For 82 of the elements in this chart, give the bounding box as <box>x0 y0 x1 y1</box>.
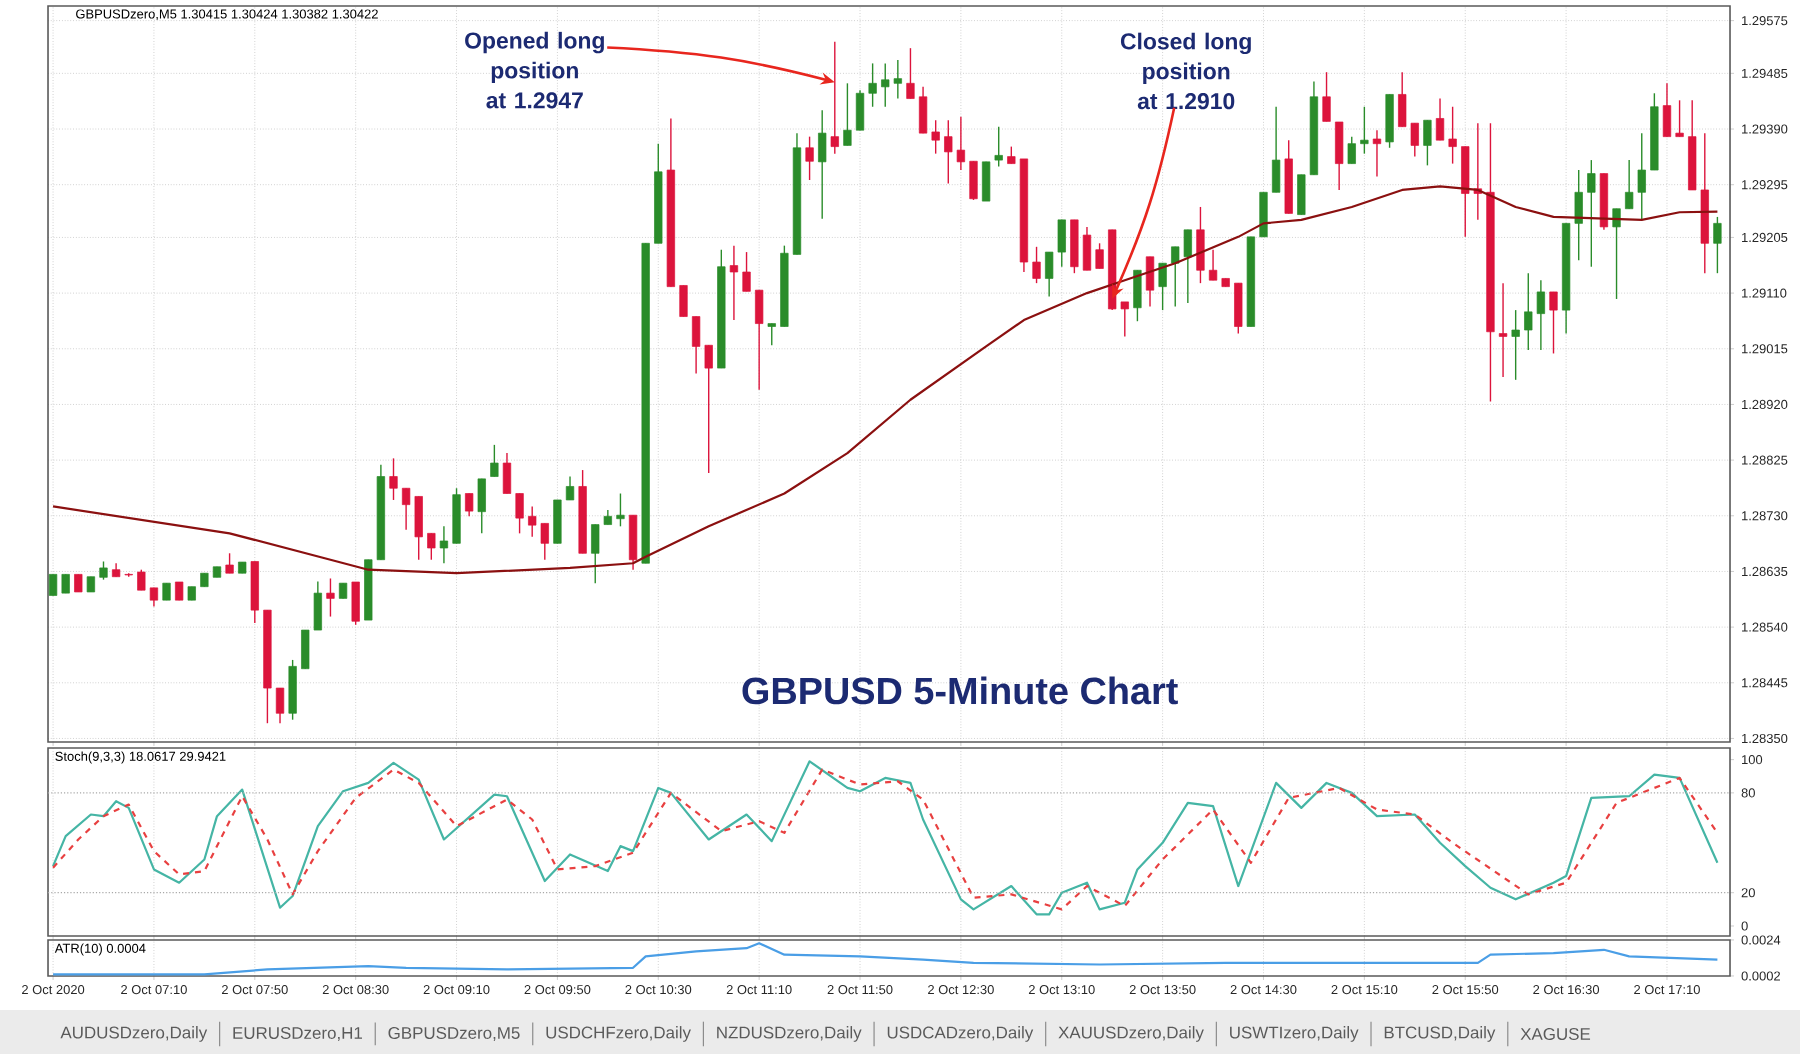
text: USWTIzero,Daily <box>1230 1026 1359 1042</box>
candlestick <box>1549 291 1558 355</box>
candlestick <box>1448 106 1457 165</box>
candlestick <box>1713 216 1722 274</box>
text: USDCHFzero,Daily <box>546 1026 691 1042</box>
candlestick <box>868 62 877 108</box>
candlestick <box>465 492 474 518</box>
candlestick <box>48 573 58 597</box>
candlestick <box>1082 226 1092 271</box>
candlestick <box>855 89 865 131</box>
text: AUDUSDzero,Daily <box>60 1026 208 1042</box>
candlestick <box>1423 119 1432 167</box>
candlestick <box>1675 99 1684 138</box>
candlestick <box>1070 219 1079 274</box>
candlestick <box>61 573 70 594</box>
candlestick <box>427 532 436 561</box>
text: GBPUSD 5-Minute Chart <box>742 676 1178 705</box>
candlestick <box>729 244 739 321</box>
candlestick <box>288 659 297 721</box>
candlestick <box>565 475 575 501</box>
candlestick <box>1360 106 1369 155</box>
candlestick <box>994 125 1003 168</box>
candlestick <box>906 47 915 100</box>
candlestick <box>1498 282 1508 378</box>
candlestick <box>502 452 512 495</box>
candlestick <box>616 492 625 528</box>
text: BTCUSD,Daily <box>1384 1026 1496 1042</box>
candlestick <box>439 525 449 564</box>
candlestick <box>175 581 184 601</box>
candlestick <box>1158 262 1167 311</box>
candlestick <box>225 552 234 574</box>
candlestick <box>553 499 562 545</box>
candlestick <box>818 109 827 220</box>
candlestick <box>1587 159 1596 268</box>
candlestick <box>1612 208 1621 300</box>
candlestick <box>969 160 978 201</box>
candlestick <box>1322 71 1331 123</box>
candlestick <box>1435 97 1445 141</box>
candlestick <box>1372 129 1382 178</box>
candlestick <box>99 560 108 581</box>
candlestick <box>1145 256 1155 308</box>
candlestick <box>628 514 638 571</box>
text: USDCADzero,Daily <box>887 1026 1034 1042</box>
candlestick <box>1662 82 1672 138</box>
candlestick <box>981 161 991 202</box>
candlestick <box>1133 269 1142 322</box>
candlestick <box>830 41 839 155</box>
candlestick <box>1347 135 1356 165</box>
candlestick <box>1335 121 1344 191</box>
candlestick <box>1385 93 1394 149</box>
candlestick <box>1095 242 1104 270</box>
candlestick <box>742 251 751 293</box>
candlestick <box>137 568 146 591</box>
candlestick <box>1208 249 1218 281</box>
candlestick <box>1196 206 1205 284</box>
candlestick <box>351 581 360 626</box>
text: EURUSDzero,H1 <box>233 1026 362 1041</box>
text: NZDUSDzero,Daily <box>717 1026 862 1042</box>
candlestick <box>767 322 776 346</box>
candlestick <box>326 577 335 618</box>
annotation: Opened long position at 1.2947 <box>465 31 604 109</box>
text: XAGUSE <box>1520 1027 1591 1040</box>
candlestick <box>515 492 524 535</box>
candlestick <box>805 135 814 181</box>
candlestick <box>843 82 852 147</box>
candlestick <box>931 119 940 155</box>
candlestick <box>918 86 928 134</box>
candlestick <box>1032 246 1041 284</box>
annotation: Closed long position at 1.2910 <box>1120 32 1251 110</box>
candlestick <box>275 687 285 724</box>
candlestick <box>149 587 159 608</box>
candlestick <box>490 444 499 478</box>
candlestick <box>389 457 398 501</box>
line-series <box>51 185 1719 575</box>
candlestick <box>755 289 764 391</box>
candlestick <box>477 478 486 535</box>
candlestick <box>1234 282 1243 335</box>
candlestick <box>1511 309 1520 381</box>
text: GBPUSDzero,M5 <box>388 1026 520 1041</box>
text: XAUUSDzero,Daily <box>1058 1026 1204 1042</box>
candlestick <box>679 284 688 318</box>
candlestick <box>1271 106 1281 194</box>
